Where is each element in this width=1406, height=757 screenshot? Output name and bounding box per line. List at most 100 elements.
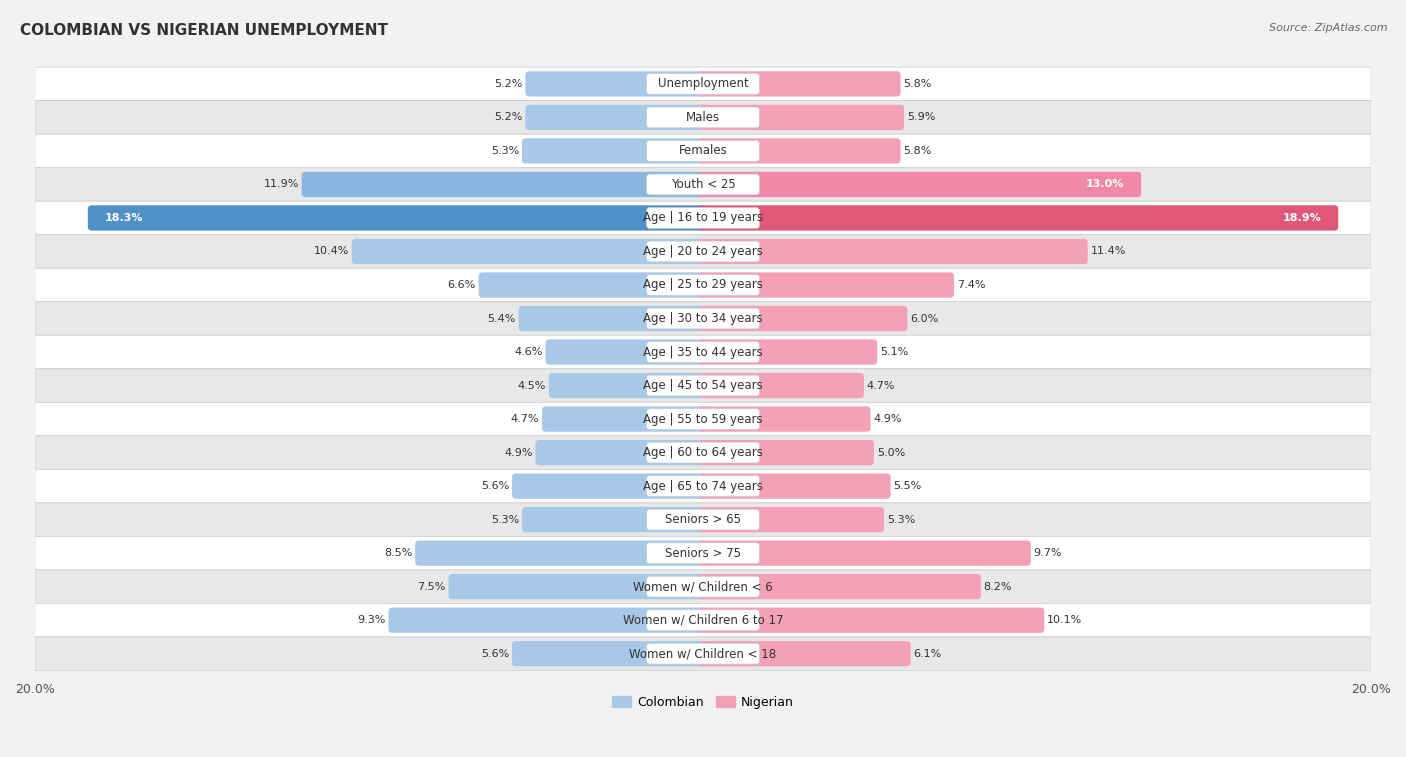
FancyBboxPatch shape <box>35 436 1371 469</box>
Text: 7.5%: 7.5% <box>418 581 446 592</box>
Text: Seniors > 75: Seniors > 75 <box>665 547 741 559</box>
Text: Age | 55 to 59 years: Age | 55 to 59 years <box>643 413 763 425</box>
Text: Age | 60 to 64 years: Age | 60 to 64 years <box>643 446 763 459</box>
Text: 5.0%: 5.0% <box>877 447 905 457</box>
Text: 5.8%: 5.8% <box>904 79 932 89</box>
FancyBboxPatch shape <box>699 574 981 600</box>
Text: Unemployment: Unemployment <box>658 77 748 90</box>
FancyBboxPatch shape <box>647 409 759 429</box>
FancyBboxPatch shape <box>522 507 707 532</box>
Text: 11.9%: 11.9% <box>263 179 299 189</box>
FancyBboxPatch shape <box>35 67 1371 101</box>
FancyBboxPatch shape <box>699 373 863 398</box>
FancyBboxPatch shape <box>699 205 1339 231</box>
Text: Age | 25 to 29 years: Age | 25 to 29 years <box>643 279 763 291</box>
Text: 18.3%: 18.3% <box>105 213 143 223</box>
FancyBboxPatch shape <box>699 507 884 532</box>
Text: 18.9%: 18.9% <box>1282 213 1322 223</box>
Text: 6.0%: 6.0% <box>910 313 938 323</box>
FancyBboxPatch shape <box>647 543 759 563</box>
FancyBboxPatch shape <box>512 473 707 499</box>
FancyBboxPatch shape <box>647 341 759 363</box>
Text: 5.9%: 5.9% <box>907 112 935 123</box>
FancyBboxPatch shape <box>35 537 1371 570</box>
Text: Age | 16 to 19 years: Age | 16 to 19 years <box>643 211 763 225</box>
FancyBboxPatch shape <box>699 71 901 97</box>
Text: 4.9%: 4.9% <box>873 414 901 424</box>
FancyBboxPatch shape <box>647 442 759 463</box>
FancyBboxPatch shape <box>699 239 1088 264</box>
FancyBboxPatch shape <box>526 104 707 130</box>
FancyBboxPatch shape <box>647 643 759 664</box>
Text: 5.3%: 5.3% <box>491 515 519 525</box>
FancyBboxPatch shape <box>388 608 707 633</box>
FancyBboxPatch shape <box>35 235 1371 268</box>
FancyBboxPatch shape <box>647 610 759 631</box>
Text: 7.4%: 7.4% <box>957 280 986 290</box>
FancyBboxPatch shape <box>35 201 1371 235</box>
Text: 11.4%: 11.4% <box>1091 247 1126 257</box>
FancyBboxPatch shape <box>699 407 870 431</box>
Text: Women w/ Children 6 to 17: Women w/ Children 6 to 17 <box>623 614 783 627</box>
Text: 4.7%: 4.7% <box>510 414 540 424</box>
FancyBboxPatch shape <box>699 306 907 331</box>
FancyBboxPatch shape <box>87 205 707 231</box>
Text: 6.6%: 6.6% <box>447 280 475 290</box>
Text: 5.1%: 5.1% <box>880 347 908 357</box>
Text: 5.6%: 5.6% <box>481 481 509 491</box>
Text: 5.4%: 5.4% <box>488 313 516 323</box>
Text: 5.5%: 5.5% <box>893 481 922 491</box>
FancyBboxPatch shape <box>478 273 707 298</box>
FancyBboxPatch shape <box>647 475 759 497</box>
FancyBboxPatch shape <box>35 637 1371 671</box>
FancyBboxPatch shape <box>647 576 759 597</box>
FancyBboxPatch shape <box>35 603 1371 637</box>
FancyBboxPatch shape <box>699 473 890 499</box>
Text: 5.2%: 5.2% <box>495 112 523 123</box>
FancyBboxPatch shape <box>543 407 707 431</box>
Text: Age | 35 to 44 years: Age | 35 to 44 years <box>643 345 763 359</box>
FancyBboxPatch shape <box>352 239 707 264</box>
FancyBboxPatch shape <box>647 141 759 161</box>
FancyBboxPatch shape <box>548 373 707 398</box>
Text: Males: Males <box>686 111 720 124</box>
FancyBboxPatch shape <box>699 608 1045 633</box>
Text: 4.5%: 4.5% <box>517 381 546 391</box>
Text: 9.7%: 9.7% <box>1033 548 1062 558</box>
Text: 10.1%: 10.1% <box>1047 615 1083 625</box>
Text: Females: Females <box>679 145 727 157</box>
Text: Age | 45 to 54 years: Age | 45 to 54 years <box>643 379 763 392</box>
FancyBboxPatch shape <box>35 469 1371 503</box>
Text: Age | 30 to 34 years: Age | 30 to 34 years <box>643 312 763 325</box>
FancyBboxPatch shape <box>699 172 1142 197</box>
FancyBboxPatch shape <box>522 139 707 164</box>
Text: 5.3%: 5.3% <box>887 515 915 525</box>
FancyBboxPatch shape <box>35 101 1371 134</box>
FancyBboxPatch shape <box>647 174 759 195</box>
FancyBboxPatch shape <box>647 207 759 229</box>
FancyBboxPatch shape <box>415 540 707 565</box>
Text: 5.3%: 5.3% <box>491 146 519 156</box>
FancyBboxPatch shape <box>519 306 707 331</box>
FancyBboxPatch shape <box>699 139 901 164</box>
FancyBboxPatch shape <box>699 339 877 365</box>
Text: 13.0%: 13.0% <box>1085 179 1123 189</box>
Text: Women w/ Children < 6: Women w/ Children < 6 <box>633 580 773 593</box>
Text: 4.7%: 4.7% <box>866 381 896 391</box>
FancyBboxPatch shape <box>35 268 1371 302</box>
Legend: Colombian, Nigerian: Colombian, Nigerian <box>607 691 799 714</box>
FancyBboxPatch shape <box>699 273 955 298</box>
Text: Women w/ Children < 18: Women w/ Children < 18 <box>630 647 776 660</box>
Text: 6.1%: 6.1% <box>914 649 942 659</box>
FancyBboxPatch shape <box>35 369 1371 402</box>
FancyBboxPatch shape <box>536 440 707 466</box>
FancyBboxPatch shape <box>35 335 1371 369</box>
FancyBboxPatch shape <box>35 302 1371 335</box>
FancyBboxPatch shape <box>647 107 759 128</box>
FancyBboxPatch shape <box>35 570 1371 603</box>
FancyBboxPatch shape <box>699 641 911 666</box>
FancyBboxPatch shape <box>512 641 707 666</box>
Text: Age | 20 to 24 years: Age | 20 to 24 years <box>643 245 763 258</box>
Text: Seniors > 65: Seniors > 65 <box>665 513 741 526</box>
Text: 4.6%: 4.6% <box>515 347 543 357</box>
